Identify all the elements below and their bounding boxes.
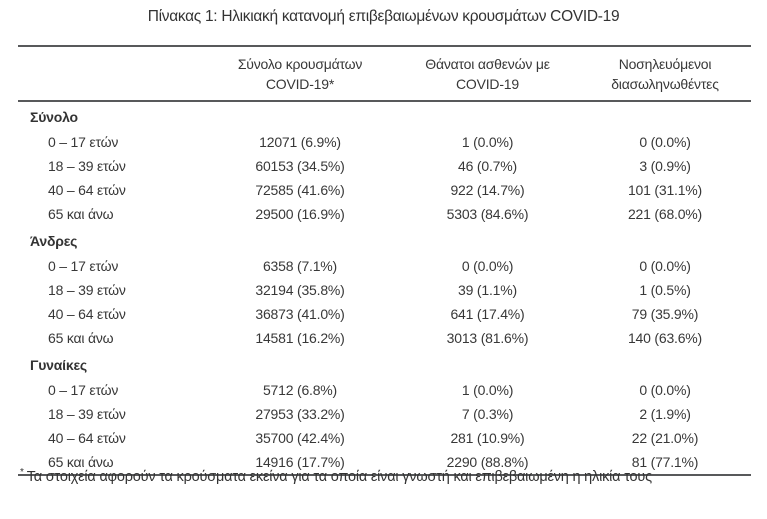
cases-cell: 14916 (17.7%) xyxy=(255,454,345,470)
section-label-total: Σύνολο xyxy=(30,109,78,125)
footnote: * Τα στοιχεία αφορούν τα κρούσματα εκείνα… xyxy=(20,467,752,485)
deaths-cell: 46 (0.7%) xyxy=(458,158,517,174)
cases-cell: 5712 (6.8%) xyxy=(262,382,338,398)
footnote-text: Τα στοιχεία αφορούν τα κρούσματα εκείνα … xyxy=(26,468,652,485)
cases-cell: 60153 (34.5%) xyxy=(255,158,345,174)
deaths-cell: 641 (17.4%) xyxy=(450,306,525,322)
intubated-cell: 1 (0.5%) xyxy=(639,282,691,298)
cases-cell: 6358 (7.1%) xyxy=(262,258,338,274)
cases-cell: 36873 (41.0%) xyxy=(255,306,345,322)
covid-age-distribution-table: Σύνολο κρουσμάτων COVID-19* Θάνατοι ασθε… xyxy=(18,45,751,476)
table-row: 65 και άνω 14916 (17.7%) 2290 (88.8%) 81… xyxy=(18,450,751,475)
cases-cell: 32194 (35.8%) xyxy=(255,282,345,298)
deaths-cell: 1 (0.0%) xyxy=(461,134,514,150)
cases-cell: 29500 (16.9%) xyxy=(255,206,345,222)
table-row: 18 – 39 ετών 27953 (33.2%) 7 (0.3%) 2 (1… xyxy=(18,402,751,426)
table-row: 0 – 17 ετών 12071 (6.9%) 1 (0.0%) 0 (0.0… xyxy=(18,130,751,154)
column-header-intubated-label: Νοσηλευόμενοι διασωληνωθέντες xyxy=(611,56,719,92)
intubated-cell: 140 (63.6%) xyxy=(627,330,703,346)
intubated-cell: 221 (68.0%) xyxy=(627,206,703,222)
intubated-cell: 3 (0.9%) xyxy=(639,158,691,174)
table-row: 65 και άνω 14581 (16.2%) 3013 (81.6%) 14… xyxy=(18,326,751,350)
intubated-cell: 101 (31.1%) xyxy=(627,182,703,198)
cases-cell: 27953 (33.2%) xyxy=(255,406,345,422)
table-row: 0 – 17 ετών 5712 (6.8%) 1 (0.0%) 0 (0.0%… xyxy=(18,378,751,402)
column-header-cases: Σύνολο κρουσμάτων COVID-19* xyxy=(204,46,396,101)
table-body: Σύνολο 0 – 17 ετών 12071 (6.9%) 1 (0.0%)… xyxy=(18,101,751,475)
age-cell: 0 – 17 ετών xyxy=(48,382,119,398)
section-row-total: Σύνολο xyxy=(18,101,751,130)
intubated-cell: 2 (1.9%) xyxy=(639,406,691,422)
footnote-asterisk: * xyxy=(20,467,24,478)
age-cell: 40 – 64 ετών xyxy=(48,182,126,198)
age-cell: 0 – 17 ετών xyxy=(48,134,119,150)
table-row: 40 – 64 ετών 35700 (42.4%) 281 (10.9%) 2… xyxy=(18,426,751,450)
deaths-cell: 0 (0.0%) xyxy=(461,258,514,274)
column-header-deaths: Θάνατοι ασθενών με COVID-19 xyxy=(396,46,579,101)
section-row-women: Γυναίκες xyxy=(18,350,751,378)
section-label-women: Γυναίκες xyxy=(30,357,87,373)
column-header-age xyxy=(18,46,204,101)
age-cell: 0 – 17 ετών xyxy=(48,258,119,274)
deaths-cell: 922 (14.7%) xyxy=(450,182,525,198)
age-cell: 40 – 64 ετών xyxy=(48,430,126,446)
column-header-deaths-label: Θάνατοι ασθενών με COVID-19 xyxy=(425,56,550,92)
age-cell: 65 και άνω xyxy=(48,206,114,222)
table-row: 65 και άνω 29500 (16.9%) 5303 (84.6%) 22… xyxy=(18,202,751,226)
table-header-row: Σύνολο κρουσμάτων COVID-19* Θάνατοι ασθε… xyxy=(18,46,751,101)
age-cell: 65 και άνω xyxy=(48,454,114,470)
cases-cell: 12071 (6.9%) xyxy=(259,134,341,150)
table-row: 40 – 64 ετών 36873 (41.0%) 641 (17.4%) 7… xyxy=(18,302,751,326)
table-row: 40 – 64 ετών 72585 (41.6%) 922 (14.7%) 1… xyxy=(18,178,751,202)
page-title: Πίνακας 1: Ηλικιακή κατανομή επιβεβαιωμέ… xyxy=(147,8,620,25)
table-row: 0 – 17 ετών 6358 (7.1%) 0 (0.0%) 0 (0.0%… xyxy=(18,254,751,278)
age-cell: 40 – 64 ετών xyxy=(48,306,126,322)
age-cell: 65 και άνω xyxy=(48,330,114,346)
column-header-intubated: Νοσηλευόμενοι διασωληνωθέντες xyxy=(579,46,751,101)
deaths-cell: 3013 (81.6%) xyxy=(446,330,529,346)
age-cell: 18 – 39 ετών xyxy=(48,406,126,422)
intubated-cell: 0 (0.0%) xyxy=(639,258,691,274)
intubated-cell: 81 (77.1%) xyxy=(631,454,699,470)
cases-cell: 35700 (42.4%) xyxy=(255,430,345,446)
section-row-men: Άνδρες xyxy=(18,226,751,254)
cases-cell: 14581 (16.2%) xyxy=(255,330,345,346)
intubated-cell: 22 (21.0%) xyxy=(631,430,699,446)
intubated-cell: 79 (35.9%) xyxy=(631,306,699,322)
table-row: 18 – 39 ετών 60153 (34.5%) 46 (0.7%) 3 (… xyxy=(18,154,751,178)
cases-cell: 72585 (41.6%) xyxy=(255,182,345,198)
intubated-cell: 0 (0.0%) xyxy=(639,382,691,398)
deaths-cell: 5303 (84.6%) xyxy=(446,206,529,222)
intubated-cell: 0 (0.0%) xyxy=(639,134,691,150)
deaths-cell: 39 (1.1%) xyxy=(458,282,517,298)
deaths-cell: 2290 (88.8%) xyxy=(446,454,529,470)
age-cell: 18 – 39 ετών xyxy=(48,158,126,174)
age-cell: 18 – 39 ετών xyxy=(48,282,126,298)
column-header-cases-label: Σύνολο κρουσμάτων COVID-19* xyxy=(237,56,363,92)
deaths-cell: 281 (10.9%) xyxy=(450,430,525,446)
table-row: 18 – 39 ετών 32194 (35.8%) 39 (1.1%) 1 (… xyxy=(18,278,751,302)
table-header: Σύνολο κρουσμάτων COVID-19* Θάνατοι ασθε… xyxy=(18,46,751,101)
section-label-men: Άνδρες xyxy=(30,233,78,249)
deaths-cell: 7 (0.3%) xyxy=(461,406,514,422)
deaths-cell: 1 (0.0%) xyxy=(461,382,514,398)
